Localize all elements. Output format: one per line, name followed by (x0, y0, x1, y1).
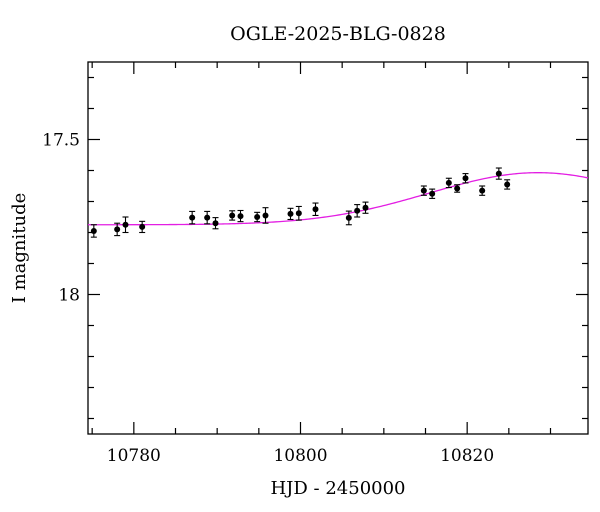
data-point (122, 221, 129, 228)
data-point (479, 187, 486, 194)
data-point (212, 220, 219, 227)
x-tick-label: 10800 (273, 446, 327, 466)
axis-ticks (88, 62, 588, 434)
data-point (262, 212, 269, 219)
data-point (189, 214, 196, 221)
data-point (345, 214, 352, 221)
data-point (362, 204, 369, 211)
y-tick-label: 18 (58, 286, 80, 306)
data-point (420, 187, 427, 194)
x-tick-label: 10780 (107, 446, 161, 466)
data-point (495, 170, 502, 177)
y-axis-label: I magnitude (9, 193, 30, 304)
data-point (354, 207, 361, 214)
data-point (90, 227, 97, 234)
data-point (139, 223, 146, 230)
x-axis-label: HJD - 2450000 (270, 478, 405, 499)
data-point (254, 214, 261, 220)
data-points (90, 170, 511, 234)
y-tick-label: 17.5 (42, 131, 80, 151)
data-point (504, 181, 511, 188)
data-point (204, 214, 211, 221)
data-point (312, 206, 319, 213)
x-tick-label: 10820 (440, 446, 494, 466)
data-point (462, 175, 469, 182)
chart-title: OGLE-2025-BLG-0828 (230, 23, 446, 45)
error-bars (90, 167, 511, 238)
data-point (114, 226, 121, 233)
model-curve (88, 172, 589, 226)
data-point (295, 210, 302, 217)
data-point (237, 213, 244, 220)
data-point (429, 190, 436, 197)
axis-tick-labels: 10780 10800 10820 17.5 18 (42, 131, 494, 467)
data-point (445, 179, 452, 186)
data-point (287, 210, 294, 217)
plot-frame (87, 61, 589, 435)
data-point (229, 212, 236, 219)
data-point (454, 185, 461, 192)
